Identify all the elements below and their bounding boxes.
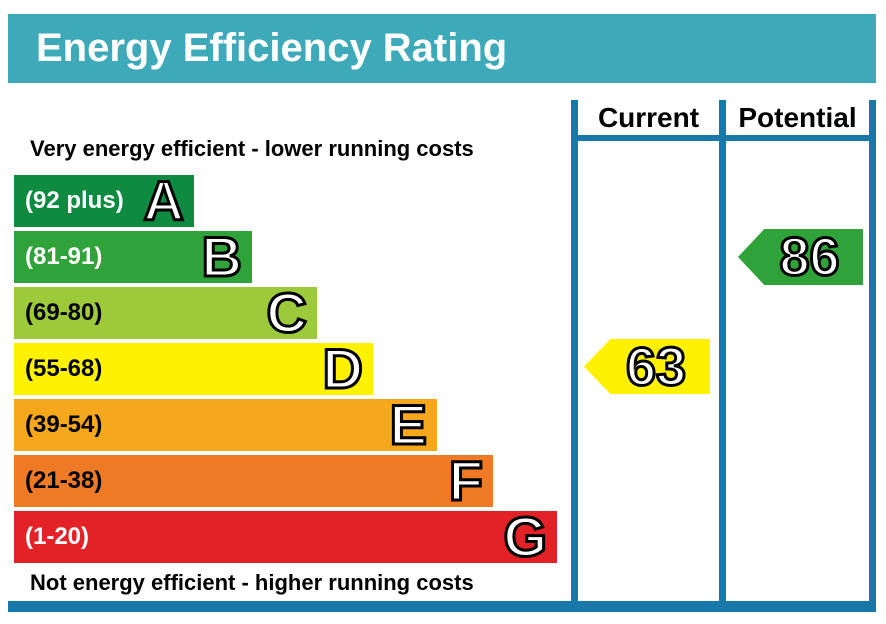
band-row-g: (1-20) G bbox=[14, 505, 557, 568]
band-a-range-label: (92 plus) bbox=[25, 187, 124, 214]
band-b-range-label: (81-91) bbox=[25, 243, 103, 270]
band-g-range-label: (1-20) bbox=[25, 523, 90, 550]
band-e-range-label: (39-54) bbox=[25, 411, 103, 438]
table-left-line bbox=[571, 100, 578, 601]
chart-bottom-bar bbox=[8, 601, 876, 612]
current-rating-arrow: 63 bbox=[584, 339, 710, 394]
chart-title-bar: Energy Efficiency Rating bbox=[8, 14, 876, 83]
band-g-letter: G bbox=[502, 505, 549, 568]
band-f-range-label: (21-38) bbox=[25, 467, 103, 494]
band-row-d: (55-68) D bbox=[14, 337, 373, 400]
band-row-c: (69-80) C bbox=[14, 281, 317, 344]
table-middle-line bbox=[719, 100, 726, 601]
potential-rating-value: 86 bbox=[778, 227, 841, 287]
band-row-e: (39-54) E bbox=[14, 393, 437, 456]
chart-title: Energy Efficiency Rating bbox=[36, 26, 508, 70]
potential-rating-arrow: 86 bbox=[738, 229, 863, 285]
band-c-range-label: (69-80) bbox=[25, 299, 103, 326]
current-rating-value: 63 bbox=[624, 336, 687, 397]
band-f-letter: F bbox=[447, 449, 484, 512]
band-row-f: (21-38) F bbox=[14, 449, 493, 512]
column-header-current: Current bbox=[597, 102, 700, 133]
band-d-letter: D bbox=[321, 337, 364, 400]
caption-very-efficient: Very energy efficient - lower running co… bbox=[30, 136, 474, 161]
band-d-range-label: (55-68) bbox=[25, 355, 103, 382]
band-a-letter: A bbox=[142, 169, 185, 232]
table-right-line bbox=[869, 100, 876, 601]
column-header-potential: Potential bbox=[738, 102, 857, 133]
band-e-letter: E bbox=[388, 393, 428, 456]
caption-not-efficient: Not energy efficient - higher running co… bbox=[30, 570, 474, 595]
band-row-b: (81-91) B bbox=[14, 225, 252, 288]
band-row-a: (92 plus) A bbox=[14, 169, 194, 232]
band-c-letter: C bbox=[265, 281, 308, 344]
table-header-underline bbox=[571, 135, 876, 141]
band-b-letter: B bbox=[200, 225, 243, 288]
